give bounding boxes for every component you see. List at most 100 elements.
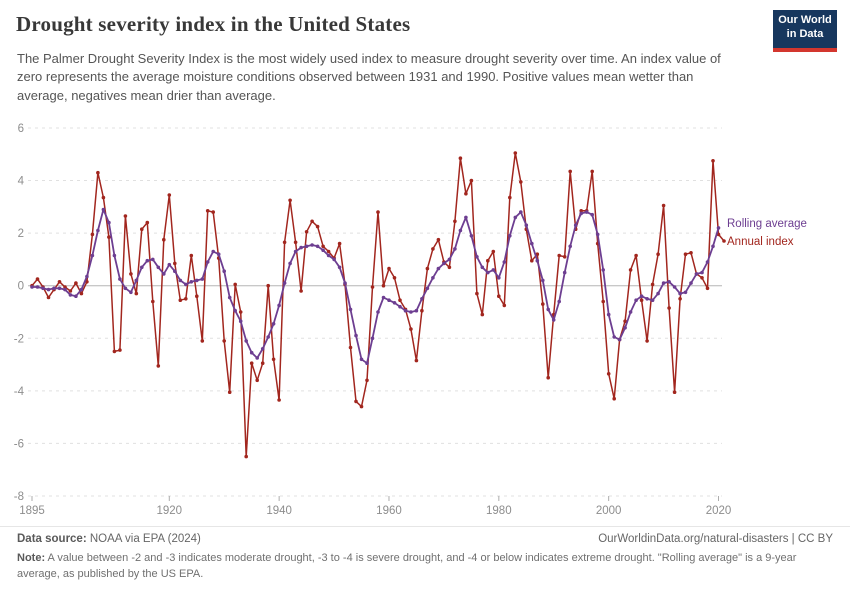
owid-logo-line1: Our World [778,14,832,26]
rolling-average-point [464,215,468,220]
rolling-average-point [315,244,320,249]
x-axis-label: 2000 [596,505,622,517]
annual-index-point [282,240,287,245]
annual-index-point [200,339,205,343]
rolling-average-point [260,347,265,351]
annual-index-point [700,276,704,280]
rolling-average-point [359,357,364,362]
annual-index-point [562,254,567,259]
rolling-average-point [414,308,419,313]
rolling-average-point [68,293,73,297]
annual-index-point [705,286,710,291]
chart-subtitle: The Palmer Drought Severity Index is the… [17,51,721,103]
annual-index-point [464,191,468,196]
x-axis-label: 1980 [486,505,512,517]
annual-index-point [96,170,100,175]
rolling-average-point [551,318,556,322]
annual-index-point [195,294,199,299]
rolling-average-point [502,260,507,264]
annual-index-point [458,156,463,160]
rolling-average-point [634,298,638,303]
rolling-average-point [30,285,34,289]
annual-index-point [678,297,682,301]
rolling-average-point [200,277,205,281]
annual-index-point [480,312,485,317]
rolling-average-point [436,266,441,271]
y-axis-label: 2 [18,228,24,240]
rolling-average-point [711,244,715,249]
annual-index-point [211,210,215,214]
rolling-average-point [233,308,237,313]
rolling-average-point [321,248,325,252]
annual-index-point [293,240,298,245]
rolling-average-point [337,265,342,270]
rolling-average-point [173,269,177,274]
y-axis-label: -8 [14,491,24,503]
annual-index-point [90,232,95,237]
rolling-average-point [167,262,172,267]
rolling-average-point [35,285,40,289]
annual-index-point [310,219,314,224]
rolling-average-point [475,254,479,259]
annual-index-point [579,209,583,213]
rolling-average-point [57,286,62,291]
legend-annual-index: Annual index [727,236,794,248]
page-title: Drought severity index in the United Sta… [16,12,411,36]
rolling-average-point [716,226,721,230]
rolling-average-point [222,269,226,274]
rolling-average-point [568,244,572,249]
annual-index-point [414,358,419,363]
annual-index-point [672,390,677,395]
annual-index-point [398,298,402,303]
y-axis-label: 4 [18,176,25,188]
rolling-average-point [129,290,133,295]
rolling-average-point [189,280,194,284]
rolling-average-point [46,287,51,292]
annual-index-point [469,178,474,183]
annual-index-point [321,244,325,249]
rolling-average-point [645,297,649,301]
annual-index-point [238,310,243,314]
owid-link[interactable]: OurWorldinData.org/natural-disasters | C… [598,533,833,545]
rolling-average-point [299,245,303,250]
annual-index-point [606,372,611,376]
annual-index-point [326,249,331,254]
annual-index-point [173,261,177,266]
rolling-average-point [326,253,331,258]
annual-index-point [645,339,649,343]
rolling-average-point [332,257,336,262]
annual-index-point [689,251,693,255]
rolling-average-point [310,243,314,247]
rolling-average-point [354,333,358,338]
owid-logo[interactable]: Our World in Data [773,10,837,52]
rolling-average-point [112,253,117,258]
rolling-average-point [63,287,67,292]
rolling-average-point [90,253,95,258]
annual-index-point [420,308,424,313]
rolling-average-point [601,268,605,272]
annual-index-point [255,378,259,383]
annual-index-point [184,297,188,301]
note-label: Note: [17,552,46,564]
annual-index-point [628,268,633,272]
rolling-average-point [370,336,375,341]
annual-index-point [513,151,518,155]
annual-index-point [667,306,671,310]
annual-index-point [497,294,501,299]
rolling-average-point [145,258,150,263]
annual-index-point [178,298,183,303]
annual-index-point [530,258,534,263]
annual-index-point [612,396,616,401]
annual-index-line [31,152,725,458]
annual-index-point [63,285,67,289]
rolling-average-point [365,361,369,366]
rolling-average-point [442,261,446,266]
x-axis-label: 1940 [266,505,292,517]
rolling-average-point [398,304,402,309]
rolling-average-point [491,268,496,272]
x-axis-label: 2020 [706,505,732,517]
rolling-average-point [530,241,534,246]
rolling-average-point [343,281,347,285]
annual-index-point [249,361,254,366]
